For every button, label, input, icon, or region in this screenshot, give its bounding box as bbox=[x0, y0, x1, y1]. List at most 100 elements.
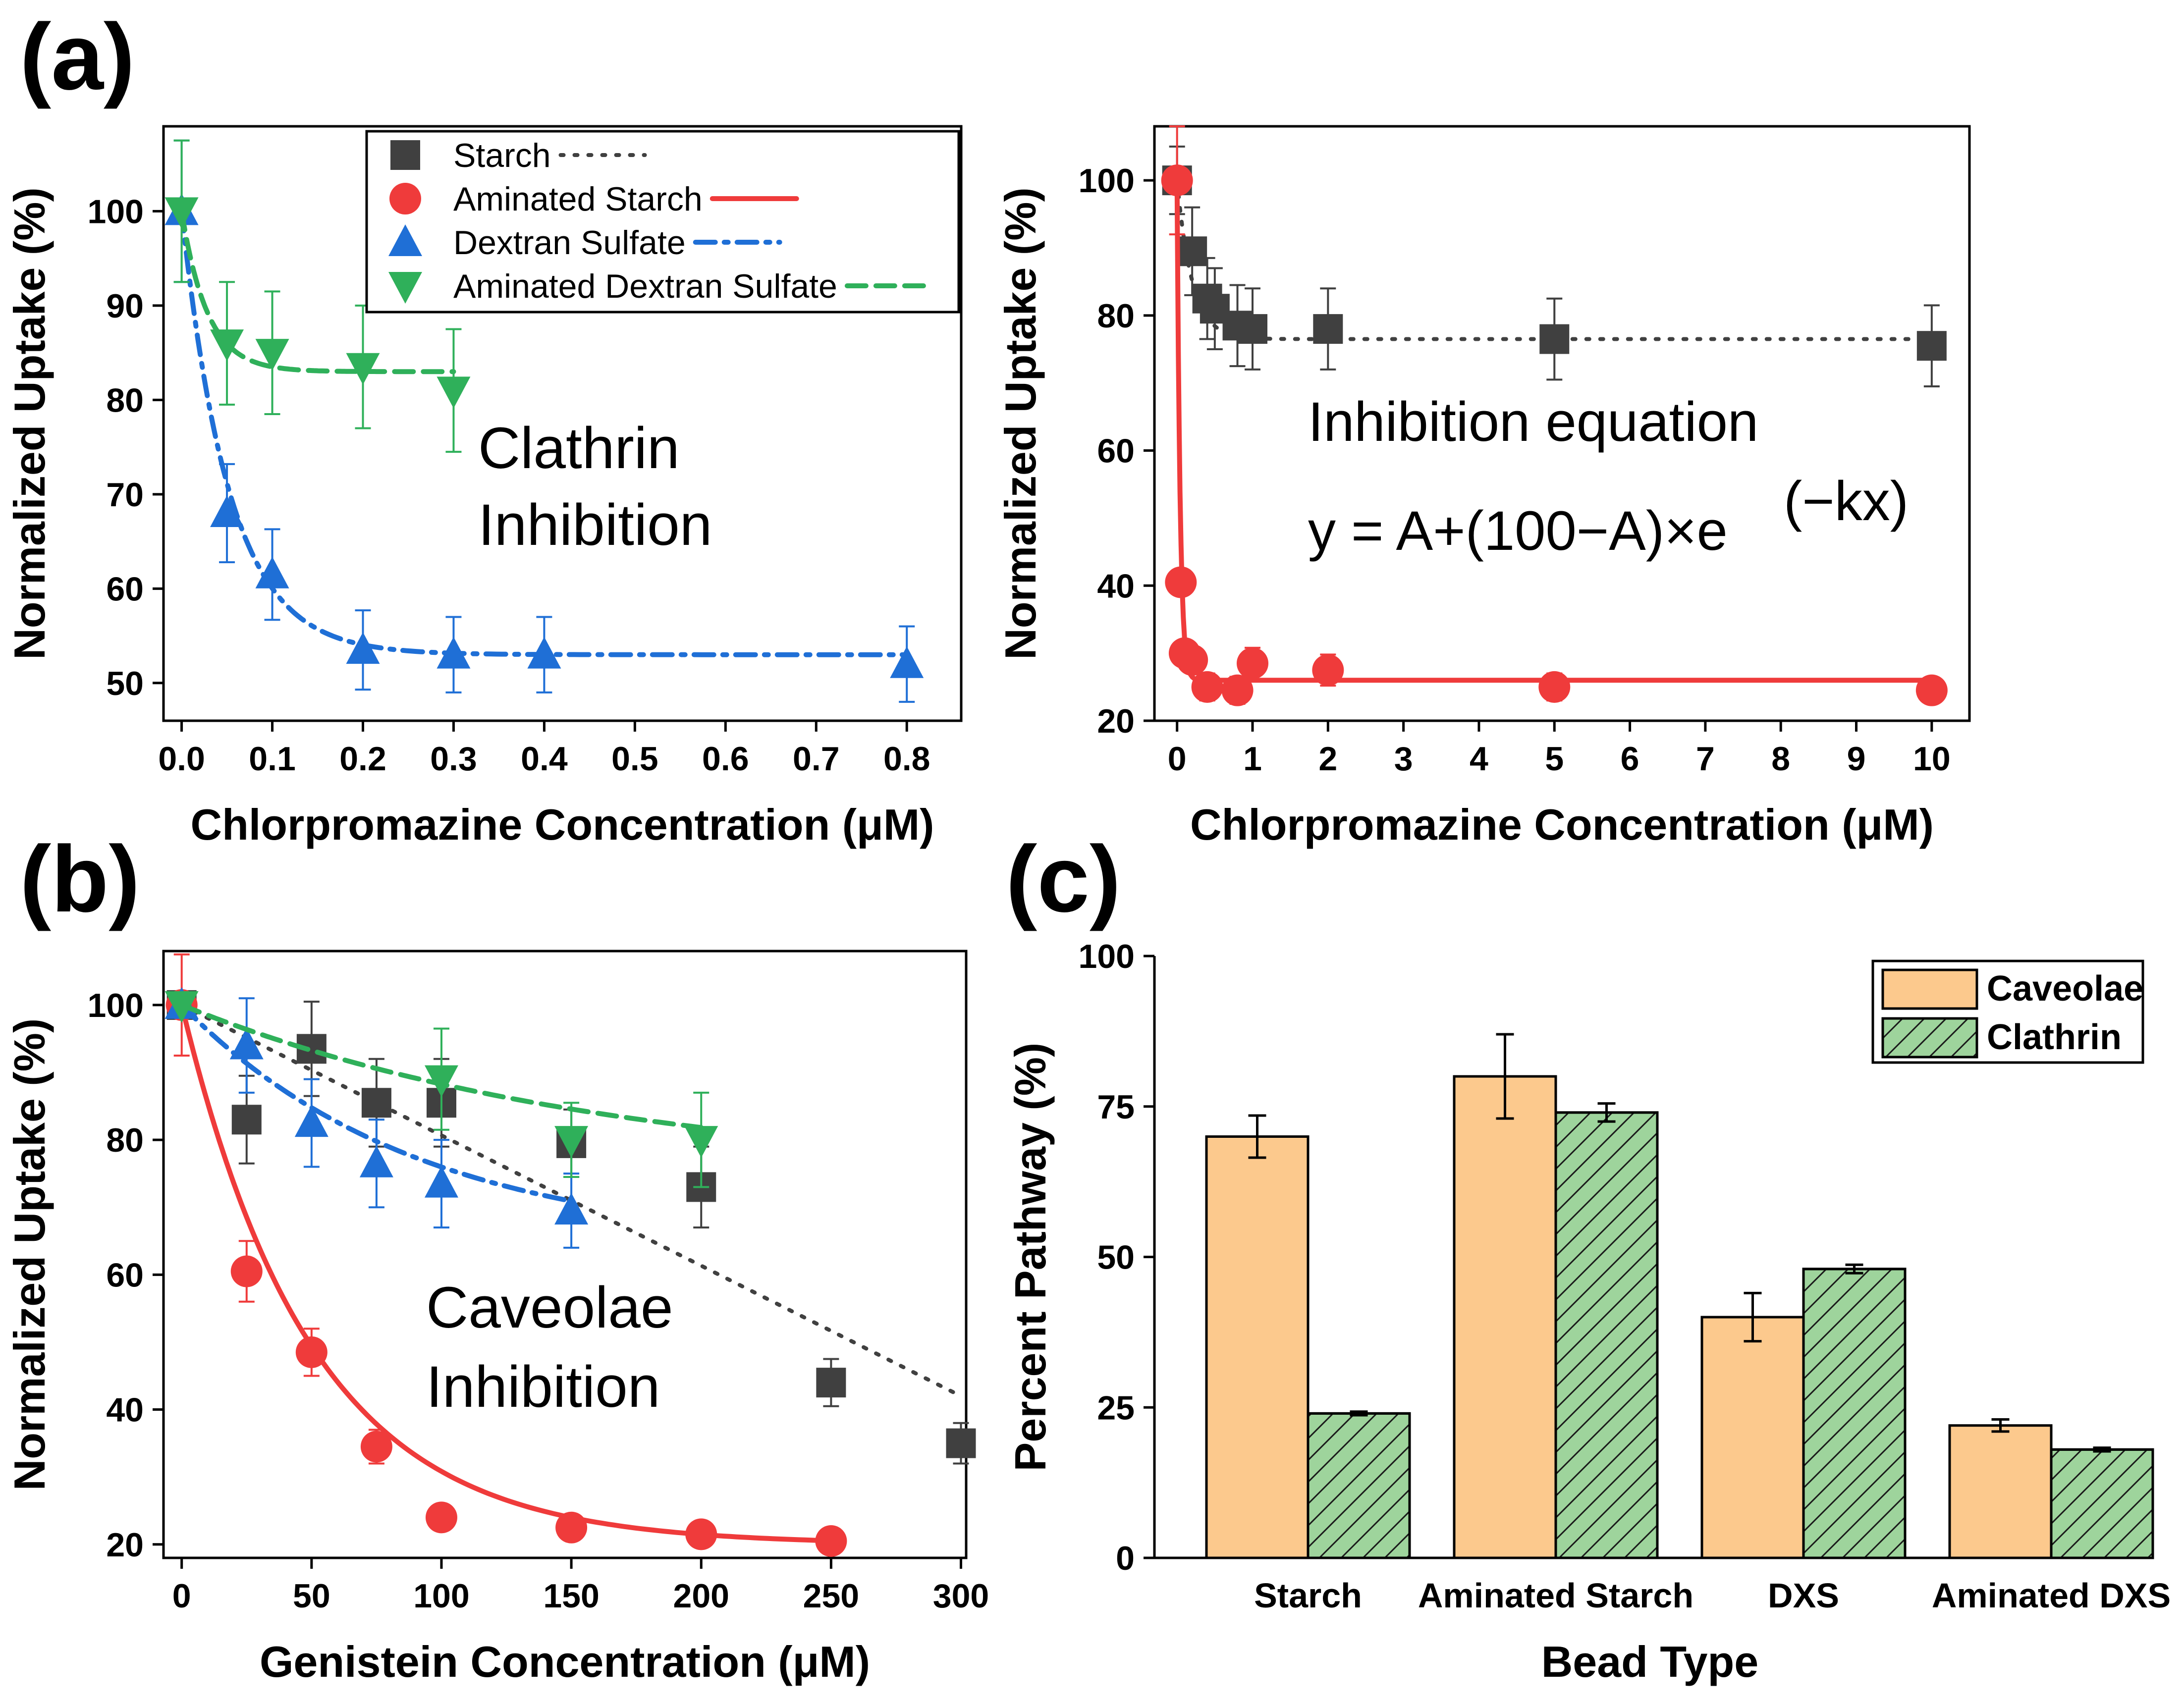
data-point bbox=[255, 339, 289, 371]
y-tick-label: 40 bbox=[106, 1391, 144, 1429]
series-aminated-dextran-sulfate bbox=[164, 991, 718, 1188]
x-tick-label: 2 bbox=[1318, 740, 1337, 778]
x-tick-label: 50 bbox=[293, 1577, 330, 1615]
data-point bbox=[1538, 671, 1571, 703]
data-point bbox=[437, 376, 471, 409]
bar-hatch bbox=[1307, 1412, 1411, 1559]
x-category-label: Starch bbox=[1254, 1576, 1362, 1615]
data-point bbox=[359, 1145, 393, 1177]
data-point bbox=[1165, 566, 1197, 598]
data-point bbox=[231, 1105, 262, 1135]
data-point bbox=[424, 1065, 458, 1097]
data-point bbox=[555, 1511, 588, 1544]
data-point bbox=[1237, 647, 1269, 680]
y-tick-label: 0 bbox=[1116, 1540, 1135, 1577]
bar-hatch bbox=[1554, 1111, 1659, 1559]
y-tick-label: 100 bbox=[88, 193, 144, 230]
legend-marker bbox=[388, 272, 422, 304]
legend-label: Clathrin bbox=[1987, 1017, 2122, 1057]
legend-label: Caveolae bbox=[1987, 969, 2143, 1009]
data-point bbox=[229, 1027, 264, 1060]
fit-curve bbox=[179, 1002, 704, 1130]
data-point bbox=[425, 1501, 457, 1534]
fit-curve bbox=[179, 209, 910, 657]
x-category-label: Aminated DXS bbox=[1932, 1576, 2171, 1615]
x-tick-label: 150 bbox=[543, 1577, 599, 1615]
x-tick-label: 0 bbox=[1168, 740, 1187, 778]
x-tick-label: 4 bbox=[1470, 740, 1488, 778]
data-point bbox=[1221, 674, 1254, 706]
bar-caveolae bbox=[1453, 1075, 1557, 1559]
annotation-line-1: Caveolae bbox=[426, 1275, 673, 1340]
y-tick-label: 90 bbox=[106, 287, 144, 325]
data-point bbox=[1176, 644, 1208, 676]
data-point bbox=[295, 1336, 328, 1368]
data-point bbox=[255, 556, 289, 588]
x-tick-label: 300 bbox=[933, 1577, 989, 1615]
x-tick-label: 0.1 bbox=[249, 740, 296, 778]
series-dextran-sulfate bbox=[164, 987, 589, 1249]
annotation-exponent: (−kx) bbox=[1784, 470, 1909, 532]
data-point bbox=[230, 1255, 263, 1287]
y-tick-label: 25 bbox=[1097, 1389, 1135, 1427]
series-starch bbox=[1162, 145, 1947, 387]
fit-curve bbox=[1175, 178, 1934, 341]
x-axis-label: Bead Type bbox=[1541, 1637, 1759, 1686]
data-point bbox=[1177, 236, 1207, 266]
legend-label: Aminated Starch bbox=[453, 180, 703, 218]
x-tick-label: 7 bbox=[1696, 740, 1715, 778]
data-point bbox=[1915, 674, 1948, 706]
data-point bbox=[684, 1126, 718, 1158]
x-tick-label: 10 bbox=[1913, 740, 1951, 778]
data-point bbox=[346, 632, 380, 664]
y-tick-label: 60 bbox=[106, 1256, 144, 1294]
y-tick-label: 20 bbox=[1097, 702, 1135, 740]
x-category-label: DXS bbox=[1768, 1576, 1839, 1615]
x-tick-label: 1 bbox=[1243, 740, 1262, 778]
y-tick-label: 80 bbox=[106, 1121, 144, 1159]
legend-marker bbox=[389, 183, 421, 214]
legend-marker bbox=[390, 140, 420, 170]
data-point bbox=[164, 991, 199, 1023]
data-point bbox=[164, 197, 199, 229]
data-point bbox=[527, 637, 561, 669]
data-point bbox=[210, 495, 244, 527]
data-point bbox=[1916, 331, 1947, 361]
x-tick-label: 0.4 bbox=[521, 740, 568, 778]
fit-curve bbox=[179, 1002, 574, 1204]
annotation-equation: y = A+(100−A)×e bbox=[1308, 500, 1728, 562]
y-tick-label: 100 bbox=[1079, 938, 1135, 975]
data-point bbox=[1161, 164, 1193, 197]
x-axis-label: Genistein Concentration (μM) bbox=[260, 1637, 870, 1686]
legend-swatch bbox=[1881, 968, 1978, 1010]
x-tick-label: 9 bbox=[1847, 740, 1866, 778]
legend-label: Dextran Sulfate bbox=[453, 224, 686, 262]
data-point bbox=[815, 1525, 847, 1557]
data-point bbox=[1238, 314, 1268, 344]
fit-curve bbox=[179, 1002, 834, 1544]
data-point bbox=[1312, 654, 1344, 686]
plot-frame bbox=[162, 125, 963, 722]
x-tick-label: 0.2 bbox=[339, 740, 386, 778]
x-tick-label: 0.8 bbox=[883, 740, 930, 778]
data-point bbox=[1313, 314, 1343, 344]
panel-label-a: (a) bbox=[20, 4, 135, 109]
x-tick-label: 0.5 bbox=[611, 740, 658, 778]
y-tick-label: 60 bbox=[106, 570, 144, 608]
data-point bbox=[1191, 671, 1223, 703]
x-tick-label: 200 bbox=[673, 1577, 729, 1615]
x-tick-label: 0.7 bbox=[793, 740, 840, 778]
y-tick-label: 50 bbox=[106, 665, 144, 702]
legend-label: Starch bbox=[453, 137, 551, 174]
annotation-line-1: Clathrin bbox=[478, 416, 680, 481]
data-point bbox=[554, 1193, 589, 1225]
x-tick-label: 250 bbox=[803, 1577, 859, 1615]
x-axis-label: Chlorpromazine Concentration (μM) bbox=[1190, 800, 1934, 849]
data-point bbox=[1539, 324, 1570, 354]
data-point bbox=[554, 1126, 589, 1158]
bar-caveolae bbox=[1948, 1424, 2053, 1559]
x-tick-label: 0.6 bbox=[702, 740, 749, 778]
y-tick-label: 60 bbox=[1097, 432, 1135, 470]
x-axis-label: Chlorpromazine Concentration (μM) bbox=[191, 800, 934, 849]
